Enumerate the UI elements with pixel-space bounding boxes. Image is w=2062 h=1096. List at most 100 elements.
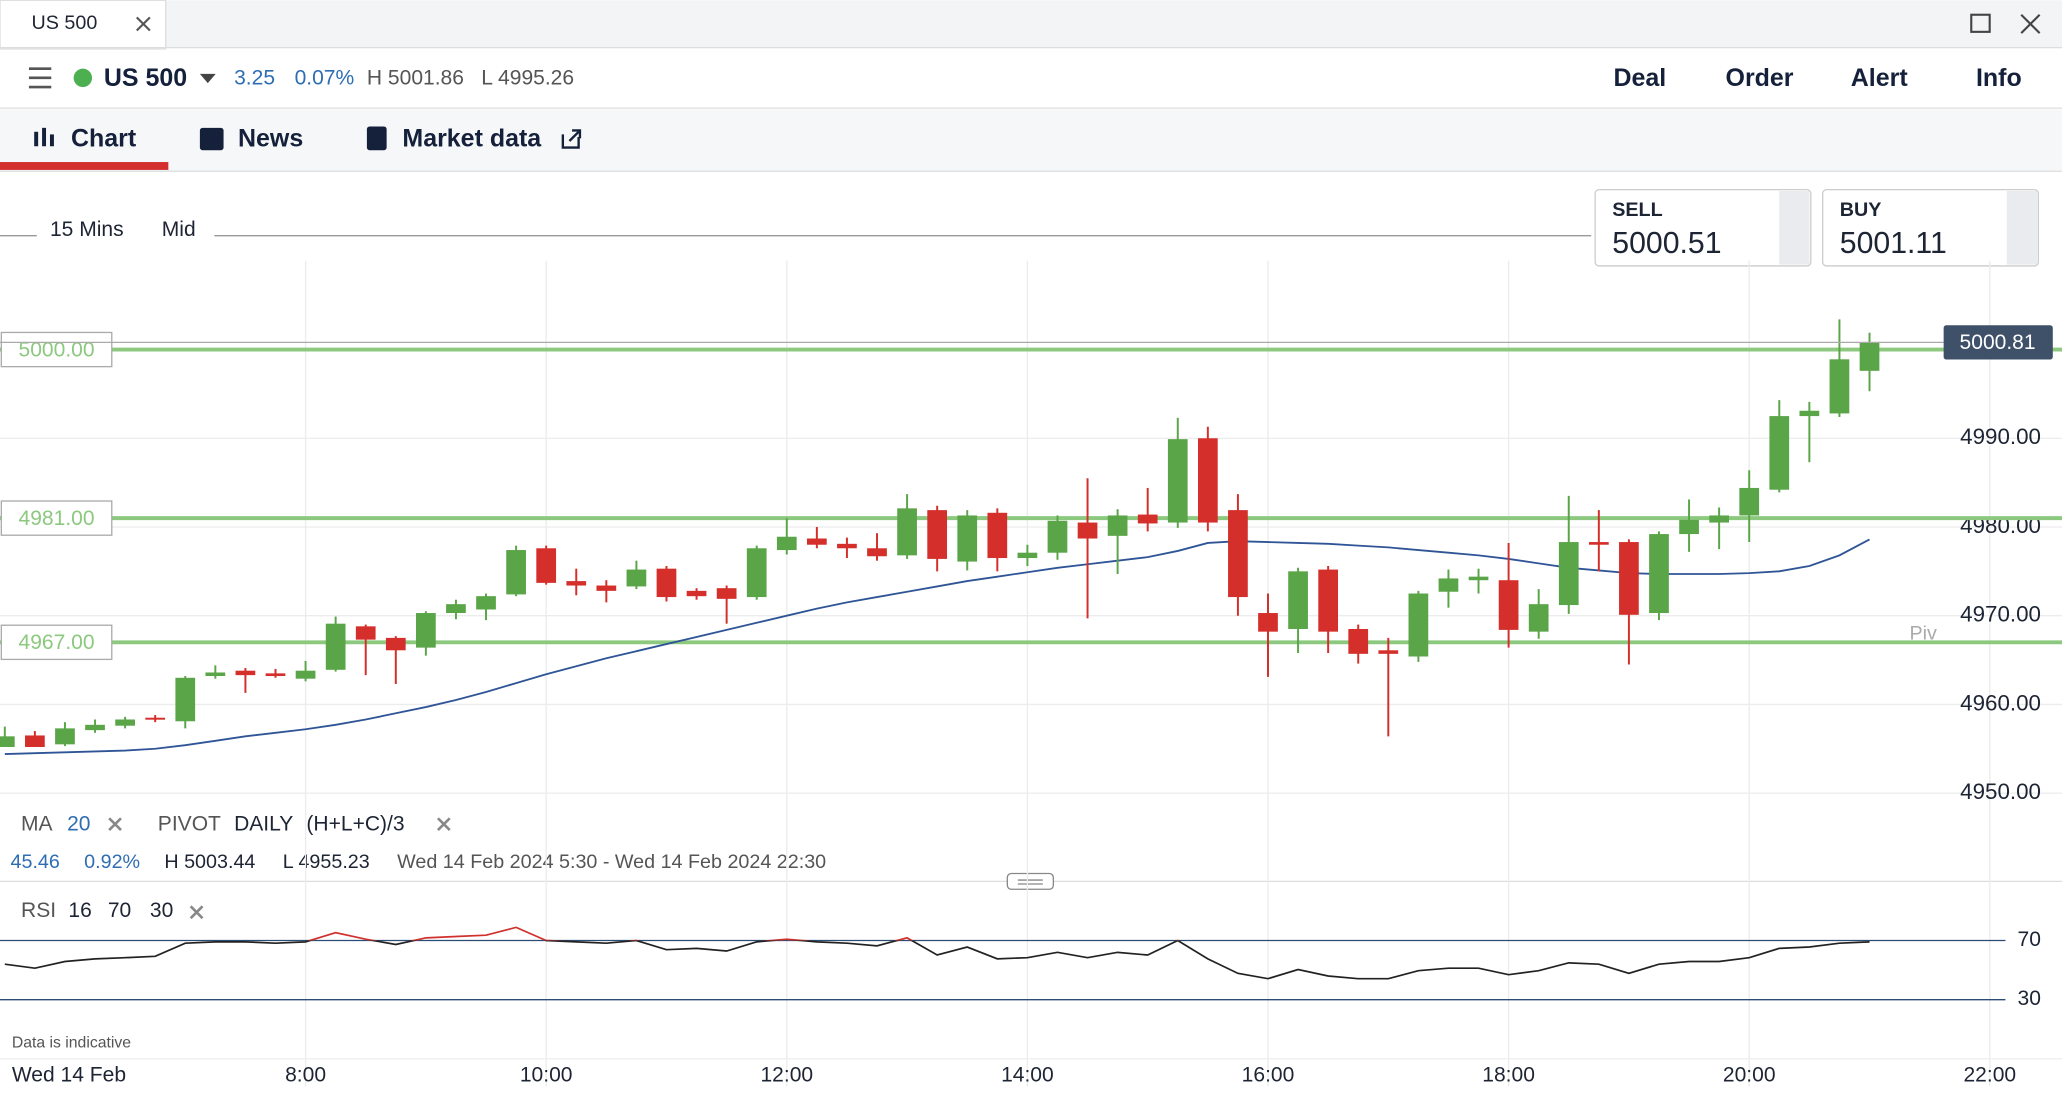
candle-body — [806, 538, 827, 545]
candle-body — [1799, 410, 1820, 417]
y-tick-label: 4950.00 — [1960, 779, 2041, 804]
candle-body — [1408, 593, 1429, 657]
tab-bar — [0, 0, 2062, 48]
maximize-button[interactable] — [1970, 13, 1991, 33]
candle-body — [1498, 580, 1519, 630]
ma-period[interactable]: 20 — [67, 812, 90, 835]
pivot-name: Piv — [1909, 623, 1937, 645]
remove-ma[interactable] — [108, 817, 122, 832]
close-window[interactable] — [2020, 14, 2041, 34]
alert-button[interactable]: Alert — [1851, 64, 1909, 92]
candle-body — [476, 596, 496, 610]
candle-body — [55, 728, 75, 745]
range-low: L 4955.23 — [283, 851, 370, 873]
chart-tab[interactable]: Chart — [71, 124, 137, 152]
remove-pivot[interactable] — [436, 817, 451, 832]
x-tick-label: 12:00 — [760, 1064, 813, 1087]
rsi-tick-label: 70 — [2018, 928, 2041, 951]
rsi-param[interactable]: 30 — [150, 899, 173, 922]
price-type-selector[interactable]: Mid — [162, 218, 196, 241]
candle-body — [385, 637, 406, 651]
day-low: L 4995.26 — [481, 67, 574, 90]
pivot-level-tag — [0, 500, 113, 536]
candle-body — [1167, 439, 1188, 523]
candle-body — [175, 677, 196, 722]
x-start-label: Wed 14 Feb — [12, 1064, 126, 1087]
rsi-tick-label: 30 — [2018, 987, 2041, 1010]
order-button[interactable]: Order — [1726, 64, 1794, 92]
change-pct: 0.07% — [295, 67, 355, 90]
candle-body — [1769, 416, 1790, 490]
news-tab[interactable]: News — [238, 124, 303, 152]
candle-body — [1107, 515, 1128, 536]
candle-body — [686, 590, 707, 597]
candle-body — [1739, 487, 1760, 516]
candle-body — [957, 515, 978, 562]
candle-body — [205, 672, 226, 677]
candle-body — [837, 543, 857, 549]
rsi-line-overbought — [306, 926, 1180, 941]
rsi-line — [4, 940, 1870, 980]
sell-price: 5000.51 — [1612, 227, 1721, 260]
disclaimer: Data is indicative — [12, 1034, 131, 1051]
buy-box-side — [2006, 190, 2038, 265]
candle-body — [1558, 542, 1579, 606]
candle-body — [1348, 629, 1369, 654]
pivot-level-tag — [0, 624, 113, 661]
candle-body — [927, 510, 948, 559]
buy-price: 5001.11 — [1840, 227, 1947, 260]
candle-body — [1679, 519, 1699, 535]
y-tick-label: 4960.00 — [1960, 690, 2041, 715]
candle-body — [626, 569, 647, 587]
candle-body — [506, 550, 526, 595]
rsi-label: RSI — [21, 899, 56, 922]
y-tick-label: 4970.00 — [1960, 602, 2041, 627]
x-tick-label: 8:00 — [285, 1064, 326, 1087]
instrument-name[interactable]: US 500 — [104, 64, 187, 92]
candle-body — [265, 673, 286, 677]
y-tick-label: 4990.00 — [1960, 424, 2041, 449]
menu-button[interactable] — [28, 67, 52, 89]
pivot-period[interactable]: DAILY — [234, 812, 293, 835]
candle-body — [355, 626, 376, 640]
moving-average — [4, 538, 1870, 756]
last-price-label: 5000.81 — [1960, 331, 2036, 354]
info-button[interactable]: Info — [1976, 64, 2022, 92]
rsi-param[interactable]: 70 — [108, 899, 131, 922]
candle-body — [1588, 542, 1609, 545]
window-tab[interactable] — [0, 0, 167, 50]
interval-selector[interactable]: 15 Mins — [50, 218, 124, 241]
ma-label: MA — [21, 812, 53, 835]
candle-body — [566, 581, 587, 586]
candle-body — [446, 604, 466, 614]
candle-body — [85, 724, 105, 731]
candle-body — [1438, 578, 1459, 592]
sell-box[interactable] — [1594, 188, 1812, 267]
candle-body — [416, 613, 436, 648]
x-tick-label: 22:00 — [1963, 1064, 2016, 1087]
range-dates: Wed 14 Feb 2024 5:30 - Wed 14 Feb 2024 2… — [397, 851, 826, 873]
pivot-level-tag — [0, 331, 113, 368]
news-icon — [199, 127, 224, 151]
candle-body — [1197, 438, 1218, 523]
candle-body — [1318, 569, 1339, 632]
close-tab[interactable] — [136, 16, 151, 32]
candle-body — [596, 585, 617, 591]
remove-rsi[interactable] — [189, 905, 204, 920]
candle-body — [746, 548, 767, 598]
resize-handle[interactable] — [1006, 872, 1055, 890]
deal-button[interactable]: Deal — [1613, 64, 1666, 92]
candle-body — [1258, 613, 1278, 632]
candle-body — [1228, 510, 1248, 598]
buy-label: BUY — [1840, 199, 1882, 221]
rsi-param[interactable]: 16 — [68, 899, 91, 922]
market-data-tab[interactable]: Market data — [402, 124, 542, 152]
candle-body — [115, 719, 135, 726]
buy-box[interactable] — [1822, 188, 2039, 267]
instrument-dropdown[interactable] — [199, 73, 216, 84]
x-tick-label: 20:00 — [1723, 1064, 1776, 1087]
candle-body — [1709, 515, 1729, 523]
chart-icon — [34, 127, 54, 147]
candle-body — [1859, 342, 1880, 371]
pivot-formula[interactable]: (H+L+C)/3 — [306, 812, 404, 835]
